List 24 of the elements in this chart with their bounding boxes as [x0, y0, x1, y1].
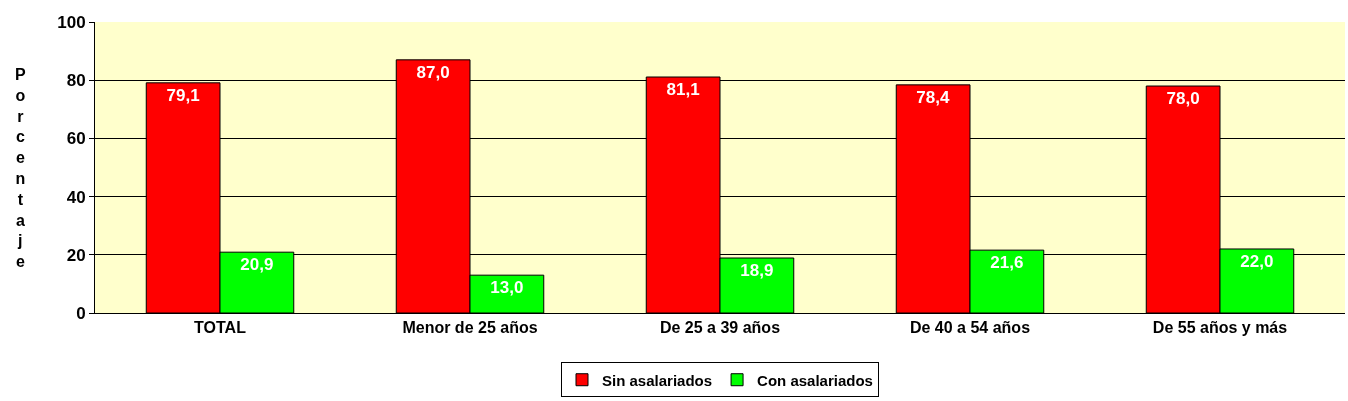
- data-label: 79,1: [166, 85, 200, 105]
- data-label: 20,9: [240, 255, 274, 275]
- x-tick-label: De 55 años y más: [1152, 319, 1288, 337]
- data-label: 87,0: [416, 62, 450, 82]
- y-tick-label: 100: [57, 12, 86, 32]
- x-tick-label: De 25 a 39 años: [659, 319, 781, 337]
- data-label: 21,6: [990, 253, 1024, 273]
- y-tick-label: 40: [66, 187, 86, 207]
- data-label: 13,0: [490, 278, 524, 298]
- legend-label: Con asalariados: [757, 371, 873, 389]
- y-tick-label: 20: [66, 245, 86, 265]
- x-tick-label: De 40 a 54 años: [909, 319, 1031, 337]
- x-tick-label: Menor de 25 años: [402, 319, 538, 337]
- data-label: 78,4: [916, 87, 950, 107]
- data-label: 22,0: [1240, 251, 1274, 271]
- data-label: 18,9: [740, 261, 774, 280]
- legend-label: Sin asalariados: [602, 371, 713, 389]
- x-tick-label: TOTAL: [194, 319, 247, 337]
- y-tick-label: 60: [66, 129, 86, 149]
- y-tick-label: 0: [76, 303, 86, 323]
- y-tick-label: 80: [66, 71, 86, 91]
- data-label: 81,1: [666, 80, 700, 99]
- data-label: 78,0: [1166, 89, 1200, 109]
- text: Porcentaje: [15, 66, 26, 271]
